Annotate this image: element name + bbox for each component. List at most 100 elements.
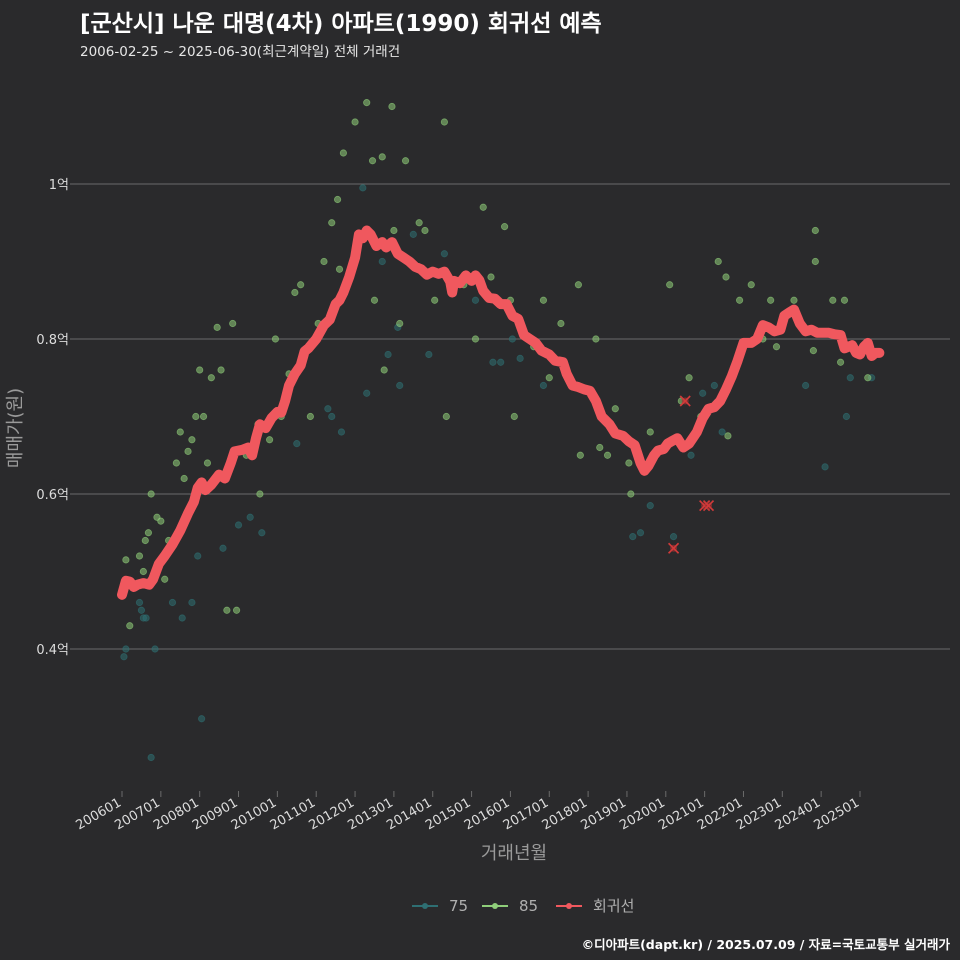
data-point-75	[194, 552, 202, 560]
data-point-75	[718, 428, 726, 436]
data-point-75	[497, 358, 505, 366]
data-point-85	[229, 319, 237, 328]
data-point-85	[592, 335, 600, 343]
data-point-75	[137, 606, 146, 614]
data-point-85	[188, 436, 196, 444]
data-point-85	[306, 412, 314, 421]
source-caption: ©디아파트(dapt.kr) / 2025.07.09 / 자료=국토교통부 실…	[581, 937, 950, 952]
data-point-85	[192, 412, 200, 421]
data-point-75	[246, 513, 254, 521]
data-point-85	[370, 296, 379, 304]
data-point-85	[442, 412, 450, 421]
data-point-85	[790, 296, 798, 304]
x-axis-title: 거래년월	[481, 843, 547, 864]
data-point-85	[122, 556, 130, 564]
data-point-85	[479, 203, 487, 211]
data-point-85	[213, 323, 221, 331]
data-point-75	[258, 529, 266, 537]
data-point-85	[335, 265, 344, 273]
data-point-85	[157, 517, 165, 525]
legend-label: 75	[449, 897, 468, 915]
data-point-85	[217, 366, 225, 374]
data-point-85	[829, 296, 837, 304]
data-point-85	[811, 257, 819, 266]
data-point-75	[142, 614, 150, 622]
data-point-85	[767, 296, 775, 304]
data-point-75	[802, 381, 810, 390]
y-tick-label: 0.4억	[36, 643, 69, 658]
data-point-75	[120, 653, 128, 661]
data-point-85	[291, 288, 299, 297]
data-point-85	[840, 296, 849, 304]
data-point-85	[500, 223, 509, 231]
data-point-85	[722, 273, 730, 281]
chart-title: [군산시] 나운 대명(4차) 아파트(1990) 회귀선 예측	[80, 11, 602, 37]
data-point-75	[710, 381, 718, 390]
chart-subtitle: 2006-02-25 ~ 2025-06-30(최근계약일) 전체 거래건	[80, 44, 401, 60]
data-point-85	[545, 374, 553, 382]
data-point-85	[724, 432, 732, 440]
data-point-75	[234, 521, 243, 529]
data-point-85	[256, 490, 264, 498]
data-point-75	[147, 753, 155, 762]
legend: 75 85 회귀선	[412, 897, 634, 915]
data-point-85	[772, 343, 781, 351]
data-point-85	[363, 99, 371, 107]
data-point-75	[508, 335, 516, 343]
data-point-85	[126, 622, 134, 630]
data-point-75	[178, 614, 186, 622]
data-point-85	[666, 281, 674, 289]
data-point-85	[440, 118, 448, 126]
data-point-85	[646, 428, 654, 436]
data-point-85	[388, 102, 396, 111]
data-point-75	[409, 230, 417, 238]
data-point-85	[735, 296, 744, 304]
data-point-85	[184, 447, 192, 455]
data-point-75	[489, 358, 497, 366]
data-point-85	[576, 451, 584, 459]
data-point-85	[487, 273, 495, 281]
data-point-75	[440, 250, 448, 258]
data-point-85	[471, 335, 480, 343]
data-point-75	[539, 381, 548, 390]
data-point-75	[646, 502, 654, 510]
data-point-85	[747, 281, 755, 289]
data-point-85	[714, 257, 722, 266]
data-point-85	[864, 374, 872, 382]
outlier-cross	[702, 500, 715, 512]
data-point-85	[139, 567, 147, 576]
data-point-85	[333, 195, 342, 204]
y-tick-label: 0.8억	[36, 333, 69, 348]
data-point-75	[168, 598, 177, 607]
data-point-75	[324, 405, 332, 413]
x-tick-label: 202501	[812, 795, 862, 833]
data-point-85	[574, 281, 582, 289]
data-point-75	[219, 544, 227, 552]
data-point-85	[232, 606, 241, 614]
data-point-85	[596, 443, 604, 452]
data-point-85	[180, 474, 188, 483]
data-point-85	[141, 536, 149, 545]
data-point-85	[203, 459, 212, 467]
data-point-75	[846, 374, 854, 382]
data-point-85	[199, 412, 208, 421]
data-point-75	[471, 296, 480, 304]
data-point-75	[122, 645, 130, 653]
data-point-85	[176, 428, 184, 436]
data-point-85	[396, 319, 404, 328]
data-point-85	[557, 319, 565, 328]
data-point-85	[539, 296, 548, 304]
data-point-85	[297, 281, 305, 289]
data-point-75	[669, 533, 678, 541]
data-point-85	[223, 606, 231, 614]
outlier-markers	[667, 395, 715, 554]
outlier-cross	[667, 542, 680, 554]
data-point-85	[415, 219, 423, 227]
x-axis-ticks: 2006012007012008012009012010012011012012…	[74, 791, 862, 833]
data-point-85	[401, 157, 410, 165]
data-point-75	[687, 451, 695, 459]
data-point-85	[161, 575, 169, 583]
data-point-85	[144, 529, 153, 537]
data-point-75	[699, 389, 707, 397]
data-point-85	[431, 296, 439, 304]
